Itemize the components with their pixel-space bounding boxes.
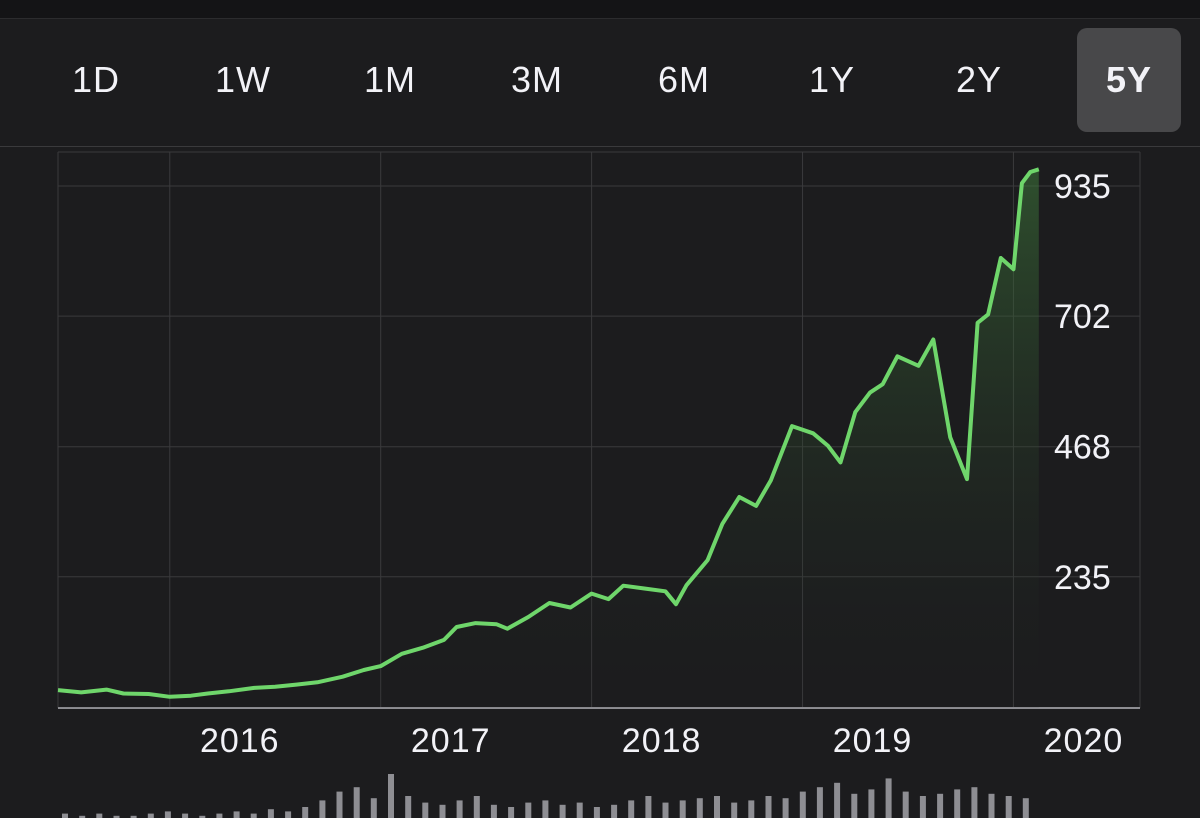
volume-bar — [748, 800, 755, 818]
range-1y-button[interactable]: 1Y — [808, 59, 856, 100]
volume-bar — [954, 789, 961, 818]
y-tick-label: 235 — [1054, 559, 1111, 597]
volume-bar — [388, 774, 394, 818]
volume-bar — [765, 796, 772, 818]
volume-bar — [62, 813, 68, 818]
range-1m-button[interactable]: 1M — [363, 59, 416, 100]
volume-bar — [439, 804, 446, 818]
volume-bar — [216, 813, 223, 818]
volume-bar — [988, 793, 995, 818]
range-2y-button[interactable]: 2Y — [955, 59, 1003, 100]
volume-bar — [593, 807, 600, 818]
volume-bar — [816, 787, 823, 818]
volume-bar — [542, 800, 549, 818]
volume-bars — [62, 774, 1029, 818]
volume-bar — [611, 804, 618, 818]
y-tick-label: 468 — [1054, 429, 1111, 467]
volume-bar — [834, 782, 841, 818]
volume-bar — [96, 813, 103, 818]
volume-bar — [902, 791, 909, 818]
volume-bar — [919, 796, 926, 818]
volume-bar — [1005, 796, 1012, 818]
volume-bar — [182, 813, 189, 818]
range-6m-button[interactable]: 6M — [657, 59, 710, 100]
x-tick-label: 2019 — [833, 722, 913, 760]
volume-bar — [130, 815, 137, 818]
volume-bar — [1022, 798, 1029, 818]
y-tick-label: 702 — [1054, 298, 1111, 336]
volume-bar — [696, 798, 703, 818]
volume-bar — [868, 789, 875, 818]
y-axis-labels: 235 468 702 935 — [1054, 168, 1111, 597]
volume-bar — [302, 807, 309, 818]
volume-bar — [714, 796, 720, 818]
volume-bar — [250, 813, 257, 818]
volume-bar — [679, 800, 686, 818]
volume-bar — [285, 811, 292, 818]
range-1w-button[interactable]: 1W — [215, 59, 271, 100]
volume-bar — [164, 811, 171, 818]
range-5y-button[interactable]: 5Y — [1077, 28, 1181, 132]
volume-bar — [971, 787, 978, 818]
volume-bar — [559, 804, 566, 818]
volume-bar — [799, 791, 806, 818]
volume-bar — [199, 815, 206, 818]
volume-bar — [370, 798, 377, 818]
x-tick-label: 2018 — [622, 722, 702, 760]
volume-bar — [885, 778, 892, 818]
volume-bar — [851, 793, 858, 818]
volume-bar — [79, 815, 86, 818]
volume-bar — [267, 809, 274, 818]
range-3m-button[interactable]: 3M — [510, 59, 563, 100]
volume-bar — [645, 796, 652, 818]
volume-bar — [336, 791, 343, 818]
volume-bar — [731, 802, 738, 818]
y-tick-label: 935 — [1054, 168, 1111, 206]
price-chart: 235 468 702 935 2016 2017 2018 2019 2020 — [57, 151, 1141, 818]
range-selector: 1D 1W 1M 3M 6M 1Y 2Y 5Y — [0, 18, 1200, 147]
x-axis-labels: 2016 2017 2018 2019 2020 — [200, 722, 1124, 760]
price-area — [58, 169, 1039, 709]
volume-bar — [937, 793, 944, 818]
x-tick-label: 2016 — [200, 722, 280, 760]
volume-bar — [490, 804, 497, 818]
volume-bar — [113, 815, 120, 818]
volume-bar — [525, 802, 532, 818]
volume-bar — [422, 802, 429, 818]
volume-bar — [233, 811, 240, 818]
volume-bar — [782, 798, 789, 818]
volume-bar — [405, 796, 412, 818]
x-tick-label: 2020 — [1044, 722, 1124, 760]
volume-bar — [353, 787, 360, 818]
top-edge — [0, 0, 1200, 19]
volume-bar — [473, 796, 480, 818]
volume-bar — [628, 800, 635, 818]
volume-bar — [662, 802, 669, 818]
price-line — [57, 167, 1040, 699]
volume-bar — [147, 813, 154, 818]
range-1d-button[interactable]: 1D — [71, 59, 121, 100]
volume-bar — [456, 800, 463, 818]
volume-bar — [319, 800, 326, 818]
x-tick-label: 2017 — [411, 722, 491, 760]
volume-bar — [576, 802, 583, 818]
volume-bar — [508, 807, 515, 818]
